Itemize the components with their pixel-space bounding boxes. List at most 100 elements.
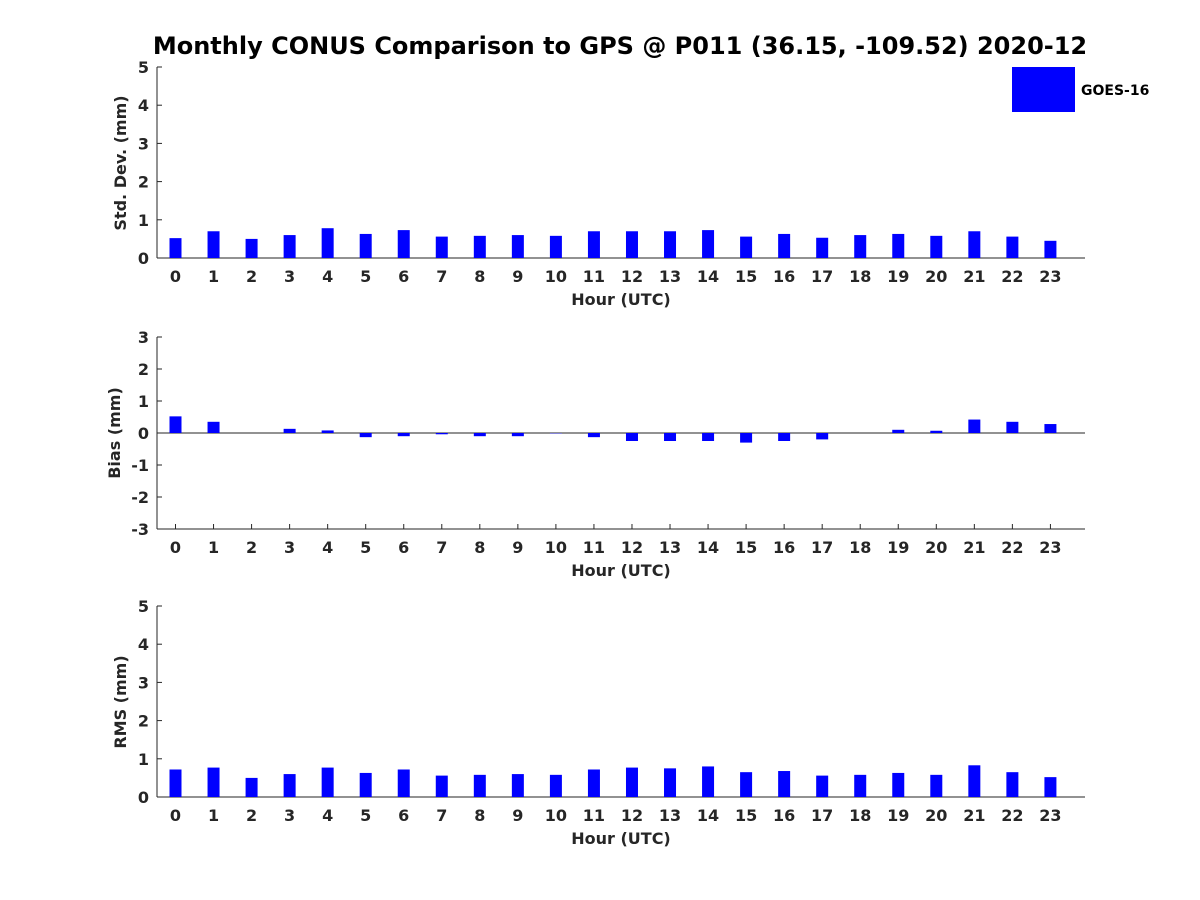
bar bbox=[968, 419, 981, 433]
x-axis-label: Hour (UTC) bbox=[571, 829, 671, 848]
bar bbox=[892, 429, 905, 433]
bar bbox=[283, 235, 296, 258]
bar bbox=[778, 233, 791, 258]
y-tick-label: 4 bbox=[138, 96, 149, 115]
x-tick-label: 5 bbox=[360, 267, 371, 286]
bar bbox=[587, 433, 600, 438]
bar bbox=[740, 236, 753, 258]
bar bbox=[169, 769, 182, 797]
x-tick-label: 7 bbox=[436, 538, 447, 557]
x-tick-label: 19 bbox=[887, 806, 909, 825]
bar bbox=[968, 765, 981, 797]
x-tick-label: 10 bbox=[545, 538, 567, 557]
x-tick-label: 7 bbox=[436, 806, 447, 825]
y-axis-label: Bias (mm) bbox=[105, 387, 124, 479]
x-tick-label: 22 bbox=[1001, 267, 1023, 286]
bar bbox=[587, 231, 600, 258]
bar bbox=[245, 777, 258, 797]
x-tick-label: 16 bbox=[773, 806, 795, 825]
bar bbox=[435, 236, 448, 258]
bar bbox=[664, 433, 677, 441]
bar bbox=[207, 767, 220, 797]
bar bbox=[549, 774, 562, 797]
x-tick-label: 10 bbox=[545, 267, 567, 286]
x-tick-label: 14 bbox=[697, 267, 719, 286]
x-tick-label: 8 bbox=[474, 267, 485, 286]
bar bbox=[740, 772, 753, 797]
bar bbox=[664, 768, 677, 797]
bar bbox=[892, 233, 905, 258]
x-tick-label: 1 bbox=[208, 538, 219, 557]
x-tick-label: 18 bbox=[849, 267, 871, 286]
bar bbox=[625, 433, 638, 441]
x-tick-label: 12 bbox=[621, 806, 643, 825]
x-tick-label: 4 bbox=[322, 538, 333, 557]
y-tick-label: -1 bbox=[131, 456, 149, 475]
bar bbox=[1006, 236, 1019, 258]
x-axis-label: Hour (UTC) bbox=[571, 561, 671, 580]
x-tick-label: 20 bbox=[925, 267, 947, 286]
x-tick-label: 9 bbox=[512, 538, 523, 557]
y-tick-label: 1 bbox=[138, 750, 149, 769]
bar bbox=[549, 235, 562, 258]
bar bbox=[854, 774, 867, 797]
legend: GOES-16 bbox=[1012, 67, 1149, 112]
x-tick-label: 5 bbox=[360, 538, 371, 557]
bar bbox=[816, 433, 829, 440]
x-tick-label: 12 bbox=[621, 538, 643, 557]
bar bbox=[702, 766, 715, 797]
bar bbox=[435, 775, 448, 797]
bar bbox=[1006, 421, 1019, 433]
bar bbox=[778, 771, 791, 797]
x-tick-label: 14 bbox=[697, 538, 719, 557]
bar bbox=[207, 231, 220, 258]
x-tick-label: 22 bbox=[1001, 538, 1023, 557]
bar bbox=[702, 230, 715, 258]
x-tick-label: 13 bbox=[659, 806, 681, 825]
x-tick-label: 17 bbox=[811, 538, 833, 557]
x-tick-label: 0 bbox=[170, 806, 181, 825]
x-tick-label: 6 bbox=[398, 806, 409, 825]
bar bbox=[664, 231, 677, 258]
x-tick-label: 13 bbox=[659, 267, 681, 286]
chart-title: Monthly CONUS Comparison to GPS @ P011 (… bbox=[153, 32, 1087, 60]
bar bbox=[587, 769, 600, 797]
x-tick-label: 3 bbox=[284, 267, 295, 286]
bar bbox=[511, 235, 524, 258]
bar bbox=[245, 238, 258, 258]
x-tick-label: 6 bbox=[398, 267, 409, 286]
x-tick-label: 18 bbox=[849, 538, 871, 557]
y-tick-label: 0 bbox=[138, 424, 149, 443]
bar bbox=[321, 430, 334, 433]
x-tick-label: 4 bbox=[322, 267, 333, 286]
x-tick-label: 18 bbox=[849, 806, 871, 825]
bar bbox=[702, 433, 715, 441]
bar bbox=[169, 238, 182, 258]
x-tick-label: 16 bbox=[773, 538, 795, 557]
x-tick-label: 2 bbox=[246, 806, 257, 825]
bar bbox=[397, 230, 410, 258]
x-tick-label: 0 bbox=[170, 538, 181, 557]
x-tick-label: 3 bbox=[284, 538, 295, 557]
bar bbox=[930, 774, 943, 797]
bar bbox=[1044, 777, 1057, 797]
x-tick-label: 23 bbox=[1039, 538, 1061, 557]
bar bbox=[473, 235, 486, 258]
x-tick-label: 10 bbox=[545, 806, 567, 825]
bar bbox=[892, 772, 905, 797]
bar bbox=[397, 433, 410, 437]
y-tick-label: 2 bbox=[138, 360, 149, 379]
bar bbox=[359, 433, 372, 438]
x-tick-label: 0 bbox=[170, 267, 181, 286]
x-tick-label: 8 bbox=[474, 806, 485, 825]
y-tick-label: 2 bbox=[138, 173, 149, 192]
y-tick-label: 3 bbox=[138, 328, 149, 347]
bar bbox=[1006, 772, 1019, 797]
x-tick-label: 1 bbox=[208, 806, 219, 825]
bar bbox=[321, 228, 334, 258]
bar bbox=[359, 233, 372, 258]
bar bbox=[473, 774, 486, 797]
x-tick-label: 12 bbox=[621, 267, 643, 286]
